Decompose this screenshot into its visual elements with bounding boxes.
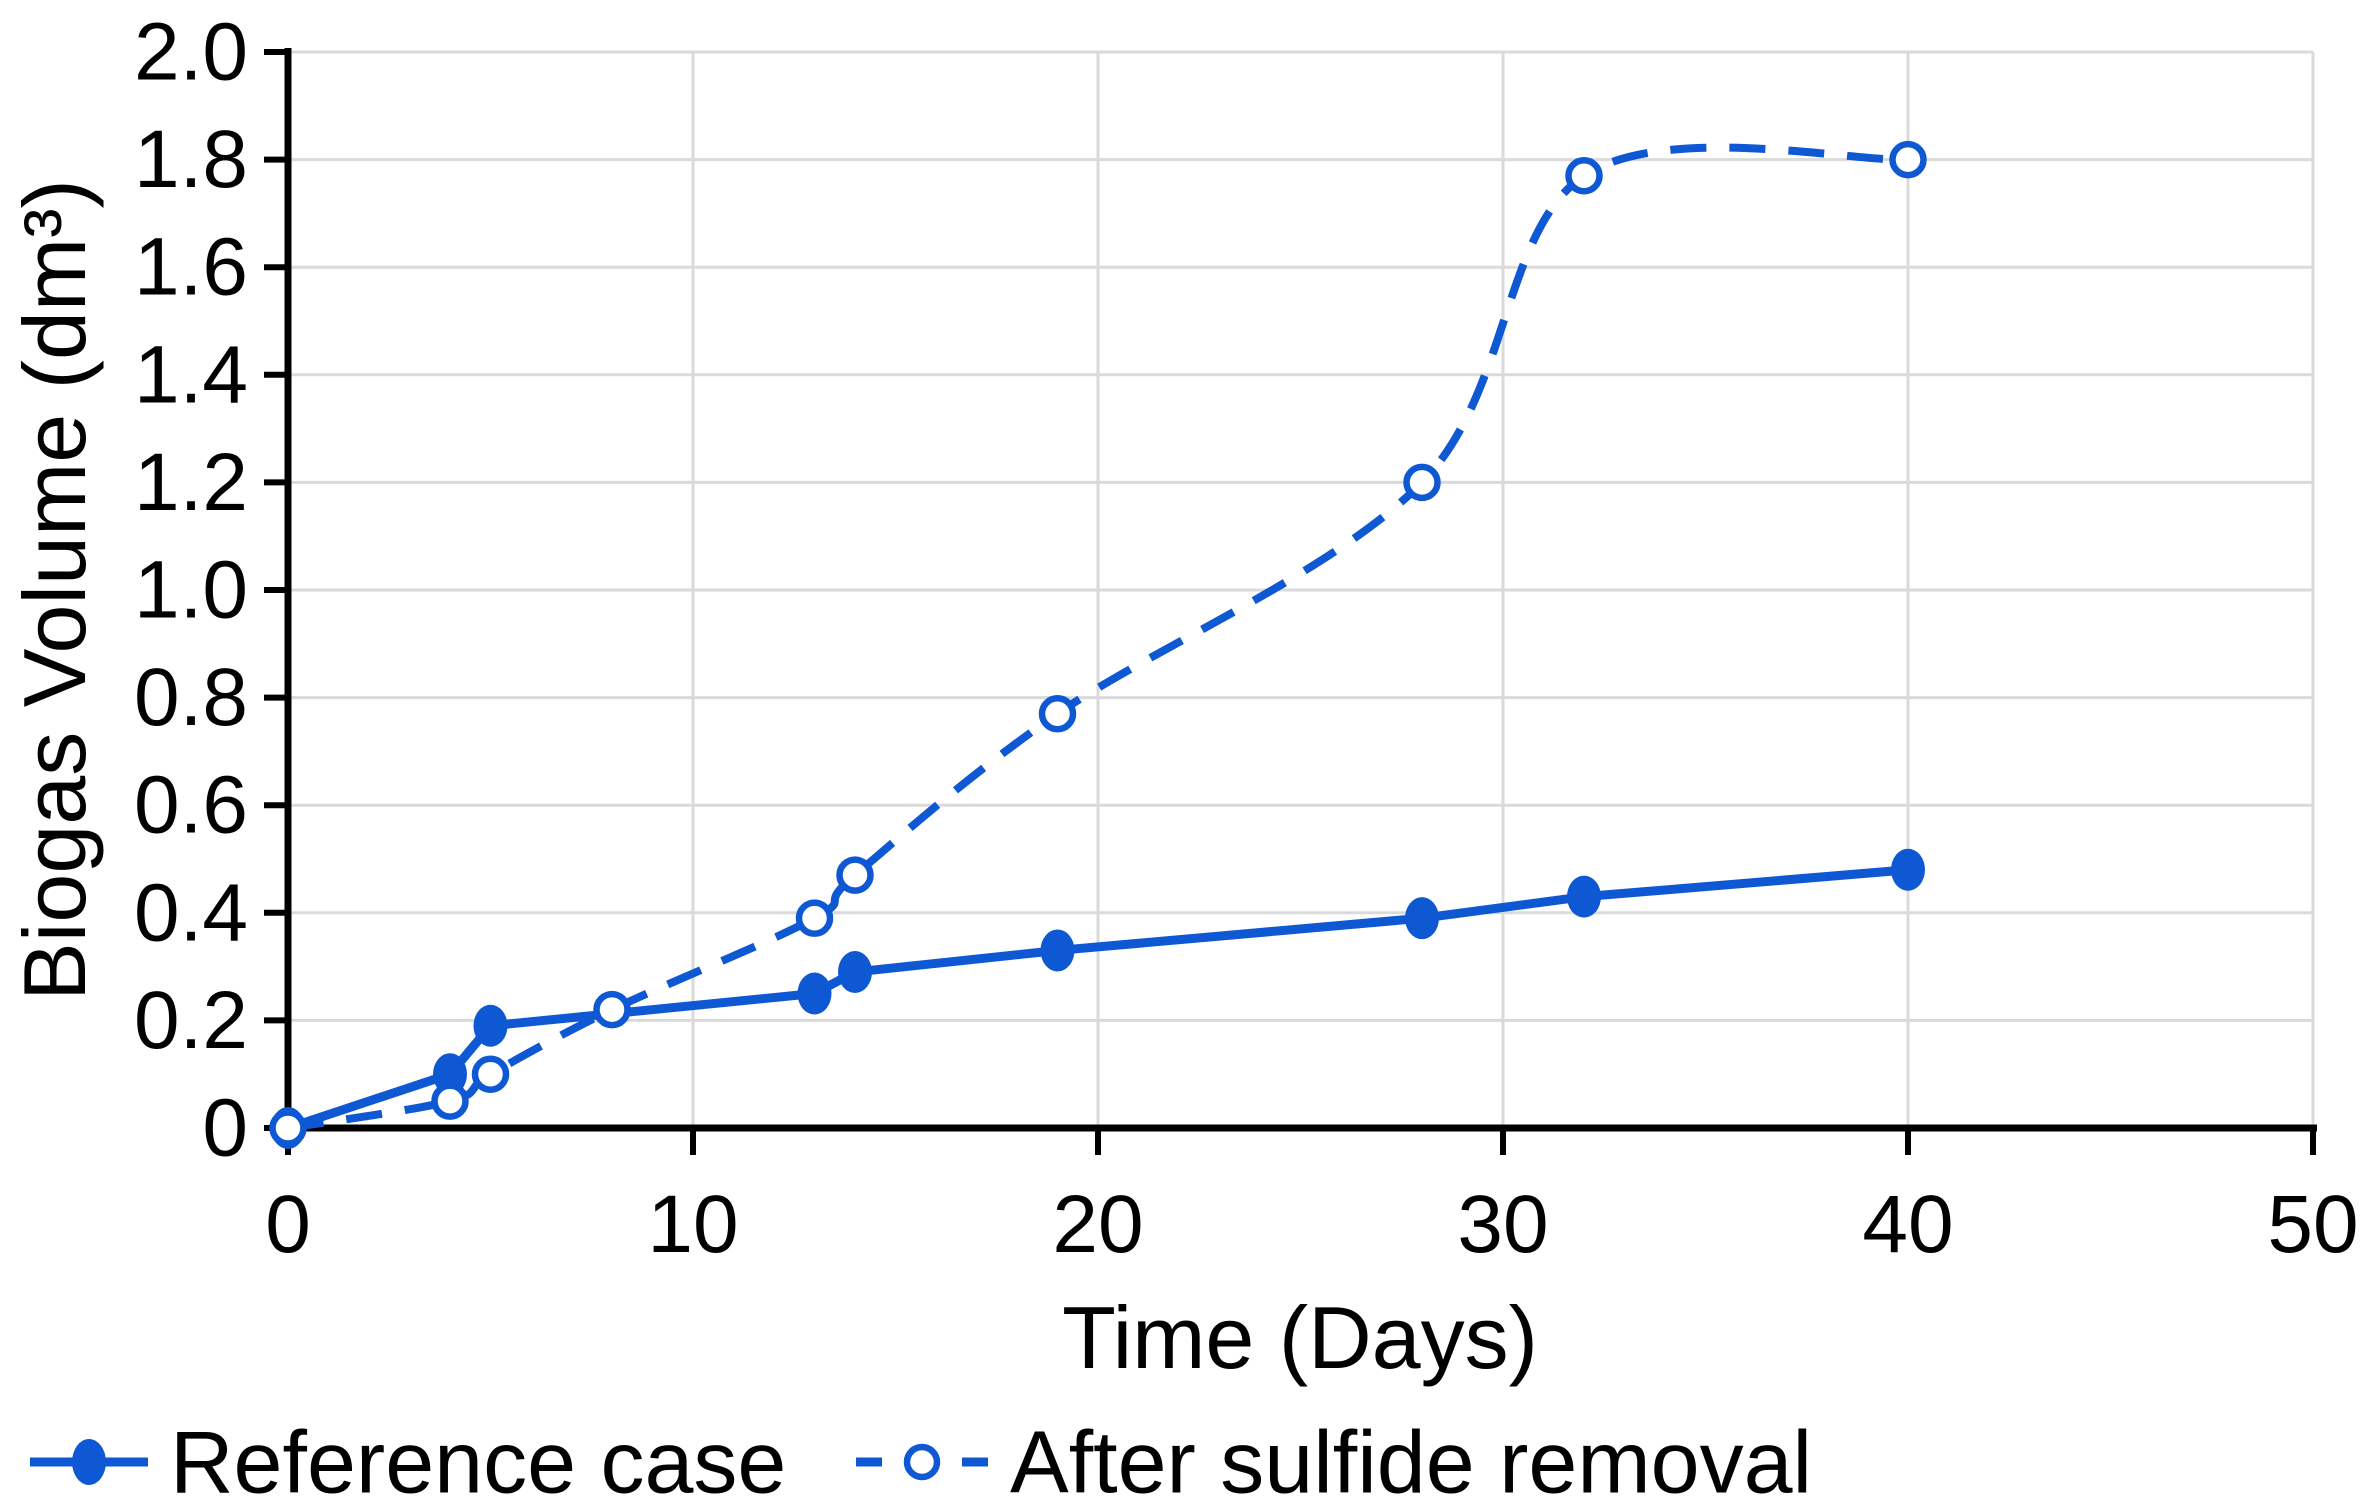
data-point-marker-open	[593, 990, 631, 1029]
x-tick-label: 40	[1862, 1179, 1953, 1270]
tick-label-layer: 0 0.2 0.4 0.6 0.8 1.0 1.2 1.4 1.6 1.8 2.0 0 10 20 30 40…	[134, 7, 2359, 1271]
x-tick-label: 10	[647, 1179, 738, 1270]
legend-label-reference-case: Reference case	[170, 1413, 786, 1509]
x-tick-label: 50	[2267, 1179, 2358, 1270]
x-tick-label: 20	[1052, 1179, 1143, 1270]
data-point-marker-open	[1565, 156, 1603, 195]
y-tick-label: 1.0	[134, 545, 248, 636]
y-tick-label: 1.2	[134, 437, 248, 528]
data-point-marker-open	[836, 856, 874, 894]
y-tick-label: 0.6	[134, 760, 248, 851]
data-point-marker-filled	[1040, 929, 1075, 972]
data-point-marker-filled	[473, 1004, 508, 1047]
y-tick-label: 2.0	[134, 7, 248, 98]
data-point-marker-open	[1889, 140, 1927, 179]
x-tick-label: 30	[1457, 1179, 1548, 1270]
y-tick-label: 1.8	[134, 114, 248, 205]
y-axis-title: Biogas Volume (dm³)	[5, 179, 104, 1001]
data-point-marker-open	[471, 1055, 510, 1093]
data-point-marker-open	[1403, 463, 1441, 502]
legend-item-after-sulfide-removal: After sulfide removal	[856, 1413, 1812, 1509]
series-layer	[269, 140, 1927, 1149]
axis-layer	[264, 48, 2317, 1155]
data-point-marker-filled	[1405, 897, 1439, 940]
grid-layer	[288, 50, 2315, 1128]
data-point-marker-filled	[1891, 848, 1925, 891]
data-point-marker-filled	[838, 950, 872, 993]
x-tick-label: 0	[265, 1179, 311, 1270]
legend-filled-circle-icon	[72, 1439, 106, 1485]
dashed-series-line	[287, 143, 1909, 1132]
y-tick-label: 0.8	[134, 652, 248, 743]
legend: Reference case After sulfide removal	[30, 1413, 1812, 1509]
legend-item-reference-case: Reference case	[30, 1413, 786, 1509]
legend-label-after-sulfide-removal: After sulfide removal	[1010, 1413, 1812, 1509]
data-point-marker-open	[269, 1109, 307, 1147]
y-tick-label: 0.4	[134, 867, 248, 958]
x-axis-title: Time (Days)	[1062, 1288, 1538, 1387]
data-point-marker-open	[431, 1082, 469, 1120]
data-point-marker-open	[1038, 694, 1077, 733]
data-point-marker-filled	[1567, 875, 1601, 918]
data-point-marker-filled	[797, 972, 832, 1015]
series-after-sulfide-removal	[269, 140, 1927, 1147]
y-tick-label: 1.4	[134, 329, 248, 420]
data-point-marker-open	[795, 899, 834, 937]
y-tick-label: 1.6	[134, 222, 248, 313]
legend-open-circle-icon	[903, 1443, 941, 1481]
y-tick-label: 0	[202, 1083, 248, 1174]
y-tick-label: 0.2	[134, 975, 248, 1066]
